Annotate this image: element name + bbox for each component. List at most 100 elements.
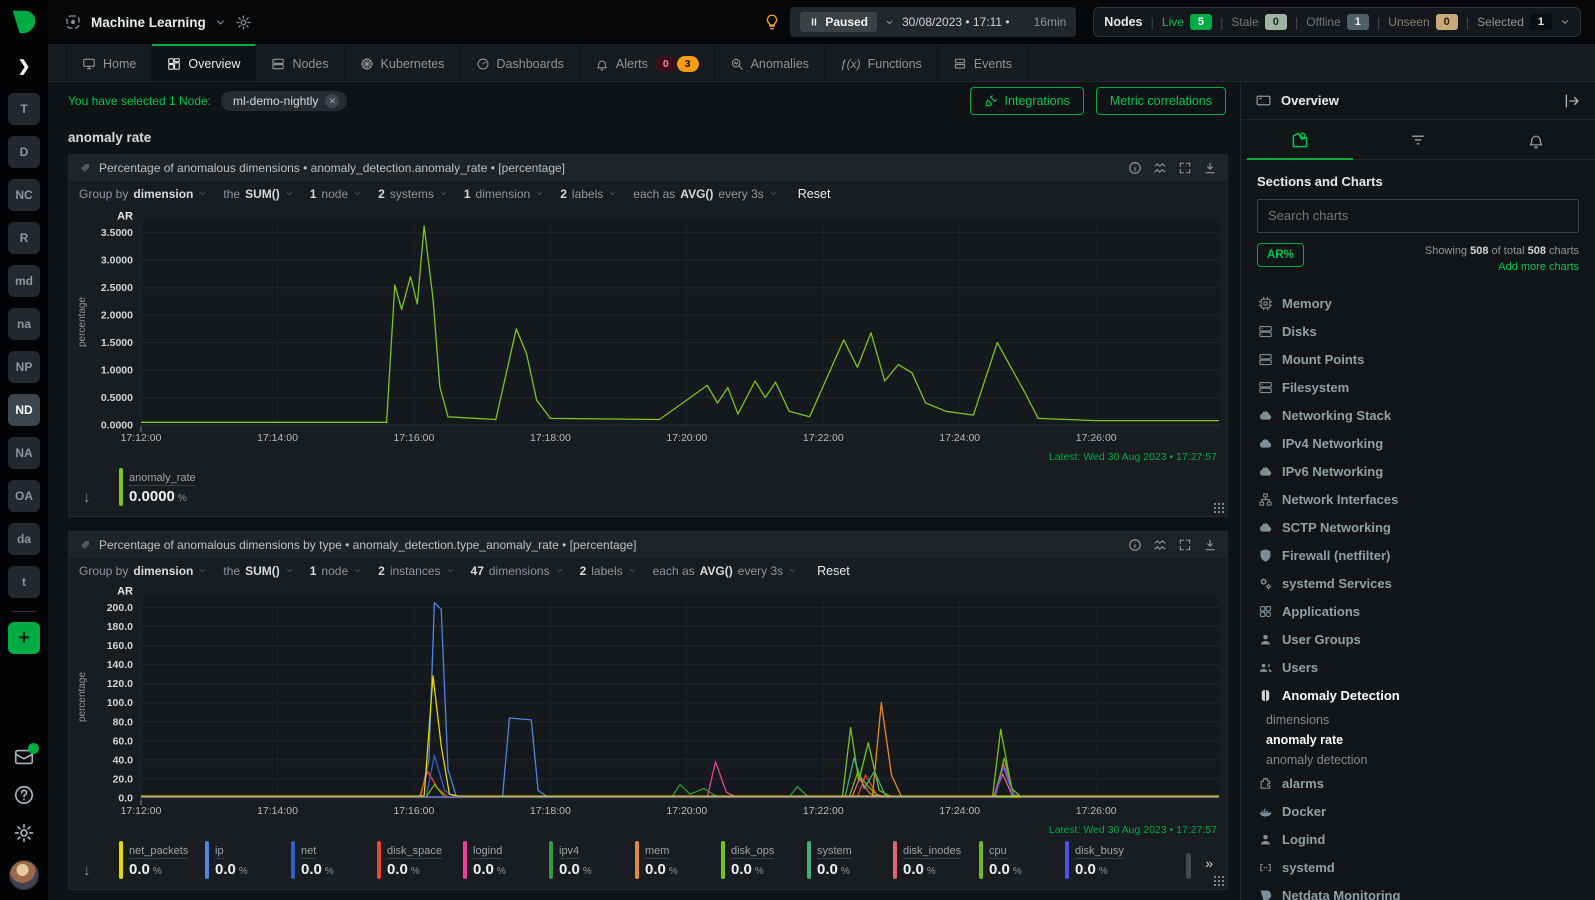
sidebar-item-user-groups[interactable]: User Groups — [1257, 626, 1579, 654]
legend-item-mem[interactable]: mem 0.0% — [635, 841, 715, 879]
search-charts-input[interactable] — [1257, 199, 1579, 233]
sidebar-item-netdata-monitoring[interactable]: Netdata Monitoring — [1257, 882, 1579, 900]
fullscreen-icon[interactable] — [1178, 161, 1192, 175]
time-chevron-down-icon[interactable] — [885, 18, 894, 27]
selected-node-chip[interactable]: ml-demo-nightly ✕ — [221, 91, 348, 111]
space-button-NC[interactable]: NC — [8, 179, 40, 211]
sidebar-item-mount-points[interactable]: Mount Points — [1257, 346, 1579, 374]
info-icon[interactable] — [1128, 161, 1142, 175]
sidebar-item-anomaly-detection[interactable]: Anomaly Detection — [1257, 682, 1579, 710]
legend-sort-arrow-icon[interactable]: ↓ — [83, 862, 91, 879]
space-button-T[interactable]: T — [8, 93, 40, 125]
chart-plot-area[interactable]: 3.5000 3.0000 2.5000 2.0000 1.5000 1.0000 0.50… — [69, 207, 1227, 464]
control-node[interactable]: 1 node — [310, 564, 362, 578]
user-avatar[interactable] — [9, 860, 39, 890]
download-icon[interactable] — [1203, 538, 1217, 552]
control-dimension[interactable]: Group by dimension — [79, 187, 207, 201]
add-more-charts-link[interactable]: Add more charts — [1498, 261, 1579, 274]
pause-pill[interactable]: Paused — [800, 12, 877, 32]
sidebar-subitem-anomaly-rate[interactable]: anomaly rate — [1257, 730, 1579, 750]
sidebar-item-ipv6-networking[interactable]: IPv6 Networking — [1257, 458, 1579, 486]
ar-percent-chip[interactable]: AR% — [1257, 242, 1304, 267]
sidebar-item-systemd-services[interactable]: systemd Services — [1257, 570, 1579, 598]
sidebar-subitem-dimensions[interactable]: dimensions — [1257, 710, 1579, 730]
control-node[interactable]: 1 node — [310, 187, 362, 201]
legend-item-anomaly_rate[interactable]: anomaly_rate 0.0000% — [119, 468, 196, 506]
resize-handle[interactable] — [1213, 502, 1224, 513]
node-filter-unseen[interactable]: Unseen 0 — [1388, 14, 1458, 30]
chart-canvas[interactable]: 3.5000 3.0000 2.5000 2.0000 1.5000 1.0000 0.50… — [69, 207, 1225, 459]
sidebar-item-network-interfaces[interactable]: Network Interfaces — [1257, 486, 1579, 514]
legend-item-cpu[interactable]: cpu 0.0% — [979, 841, 1059, 879]
control-sum-[interactable]: the SUM() — [223, 564, 293, 578]
integrations-button[interactable]: Integrations — [969, 87, 1084, 115]
fullscreen-icon[interactable] — [1178, 538, 1192, 552]
sidebar-item-firewall-netfilter-[interactable]: Firewall (netfilter) — [1257, 542, 1579, 570]
collapse-sidebar-icon[interactable] — [1563, 92, 1581, 110]
node-filter-live[interactable]: Live 5 — [1162, 14, 1213, 30]
compare-lines-icon[interactable] — [1153, 538, 1167, 552]
sidebar-subitem-anomaly-detection[interactable]: anomaly detection — [1257, 750, 1579, 770]
control-every-3s[interactable]: each as AVG() every 3s — [633, 187, 778, 201]
chip-close-icon[interactable]: ✕ — [325, 94, 340, 108]
control-every-3s[interactable]: each as AVG() every 3s — [653, 564, 798, 578]
space-button-t[interactable]: t — [8, 566, 40, 598]
tab-events[interactable]: Events — [938, 44, 1029, 81]
space-button-md[interactable]: md — [8, 265, 40, 297]
legend-item-ipv4[interactable]: ipv4 0.0% — [549, 841, 629, 879]
reset-button[interactable]: Reset — [817, 564, 850, 578]
space-button-na[interactable]: na — [8, 308, 40, 340]
tab-alerts[interactable]: Alerts 0 3 — [580, 44, 715, 81]
space-button-da[interactable]: da — [8, 523, 40, 555]
sidebar-item-systemd[interactable]: systemd — [1257, 854, 1579, 882]
space-button-D[interactable]: D — [8, 136, 40, 168]
legend-item-ip[interactable]: ip 0.0% — [205, 841, 285, 879]
control-dimension[interactable]: 1 dimension — [464, 187, 544, 201]
control-labels[interactable]: 2 labels — [560, 187, 617, 201]
space-button-ND[interactable]: ND — [8, 394, 40, 426]
legend-scrollbar[interactable] — [1186, 853, 1192, 879]
sidebar-item-logind[interactable]: Logind — [1257, 826, 1579, 854]
space-button-NP[interactable]: NP — [8, 351, 40, 383]
legend-item-logind[interactable]: logind 0.0% — [463, 841, 543, 879]
expand-rail-arrow-icon[interactable]: ❯ — [17, 58, 31, 75]
add-space-button[interactable]: + — [8, 622, 40, 654]
tab-kubernetes[interactable]: Kubernetes — [345, 44, 461, 81]
space-button-OA[interactable]: OA — [8, 480, 40, 512]
settings-gear-icon[interactable] — [13, 822, 35, 844]
date-range[interactable]: 30/08/2023 • 17:11 • — [902, 15, 1010, 29]
tab-overview[interactable]: Overview — [152, 44, 257, 81]
sidebar-item-disks[interactable]: Disks — [1257, 318, 1579, 346]
sidebar-item-filesystem[interactable]: Filesystem — [1257, 374, 1579, 402]
legend-more-chevrons[interactable]: » — [1205, 855, 1213, 871]
sidebar-item-docker[interactable]: Docker — [1257, 798, 1579, 826]
help-icon[interactable] — [13, 784, 35, 806]
chart-canvas[interactable]: 200.0 180.0 160.0 140.0 120.0 100.0 80.0 60.0 40… — [69, 584, 1225, 832]
control-instances[interactable]: 2 instances — [378, 564, 454, 578]
control-sum-[interactable]: the SUM() — [223, 187, 293, 201]
space-settings-gear-icon[interactable] — [235, 14, 252, 31]
chevron-down-icon[interactable] — [215, 17, 226, 28]
sidebar-item-users[interactable]: Users — [1257, 654, 1579, 682]
tab-sections-charts[interactable] — [1241, 120, 1359, 160]
reset-button[interactable]: Reset — [797, 187, 831, 201]
control-dimension[interactable]: Group by dimension — [79, 564, 207, 578]
space-button-NA[interactable]: NA — [8, 437, 40, 469]
legend-sort-arrow-icon[interactable]: ↓ — [83, 489, 91, 506]
sidebar-item-memory[interactable]: Memory — [1257, 290, 1579, 318]
tab-filters[interactable] — [1359, 120, 1477, 159]
legend-item-system[interactable]: system 0.0% — [807, 841, 887, 879]
legend-item-disk_ops[interactable]: disk_ops 0.0% — [721, 841, 801, 879]
compare-lines-icon[interactable] — [1153, 161, 1167, 175]
chart-plot-area[interactable]: 200.0 180.0 160.0 140.0 120.0 100.0 80.0 60.0 40… — [69, 584, 1227, 837]
control-systems[interactable]: 2 systems — [378, 187, 448, 201]
tab-anomalies[interactable]: Anomalies — [715, 44, 825, 81]
legend-item-disk_space[interactable]: disk_space 0.0% — [377, 841, 457, 879]
news-bulb-icon[interactable] — [763, 13, 781, 31]
metric-correlations-button[interactable]: Metric correlations — [1095, 87, 1226, 115]
sidebar-item-networking-stack[interactable]: Networking Stack — [1257, 402, 1579, 430]
tab-alerts-bell[interactable] — [1477, 120, 1595, 159]
tab-dashboards[interactable]: Dashboards — [461, 44, 580, 81]
node-filter-offline[interactable]: Offline 1 — [1306, 14, 1369, 30]
space-button-R[interactable]: R — [8, 222, 40, 254]
